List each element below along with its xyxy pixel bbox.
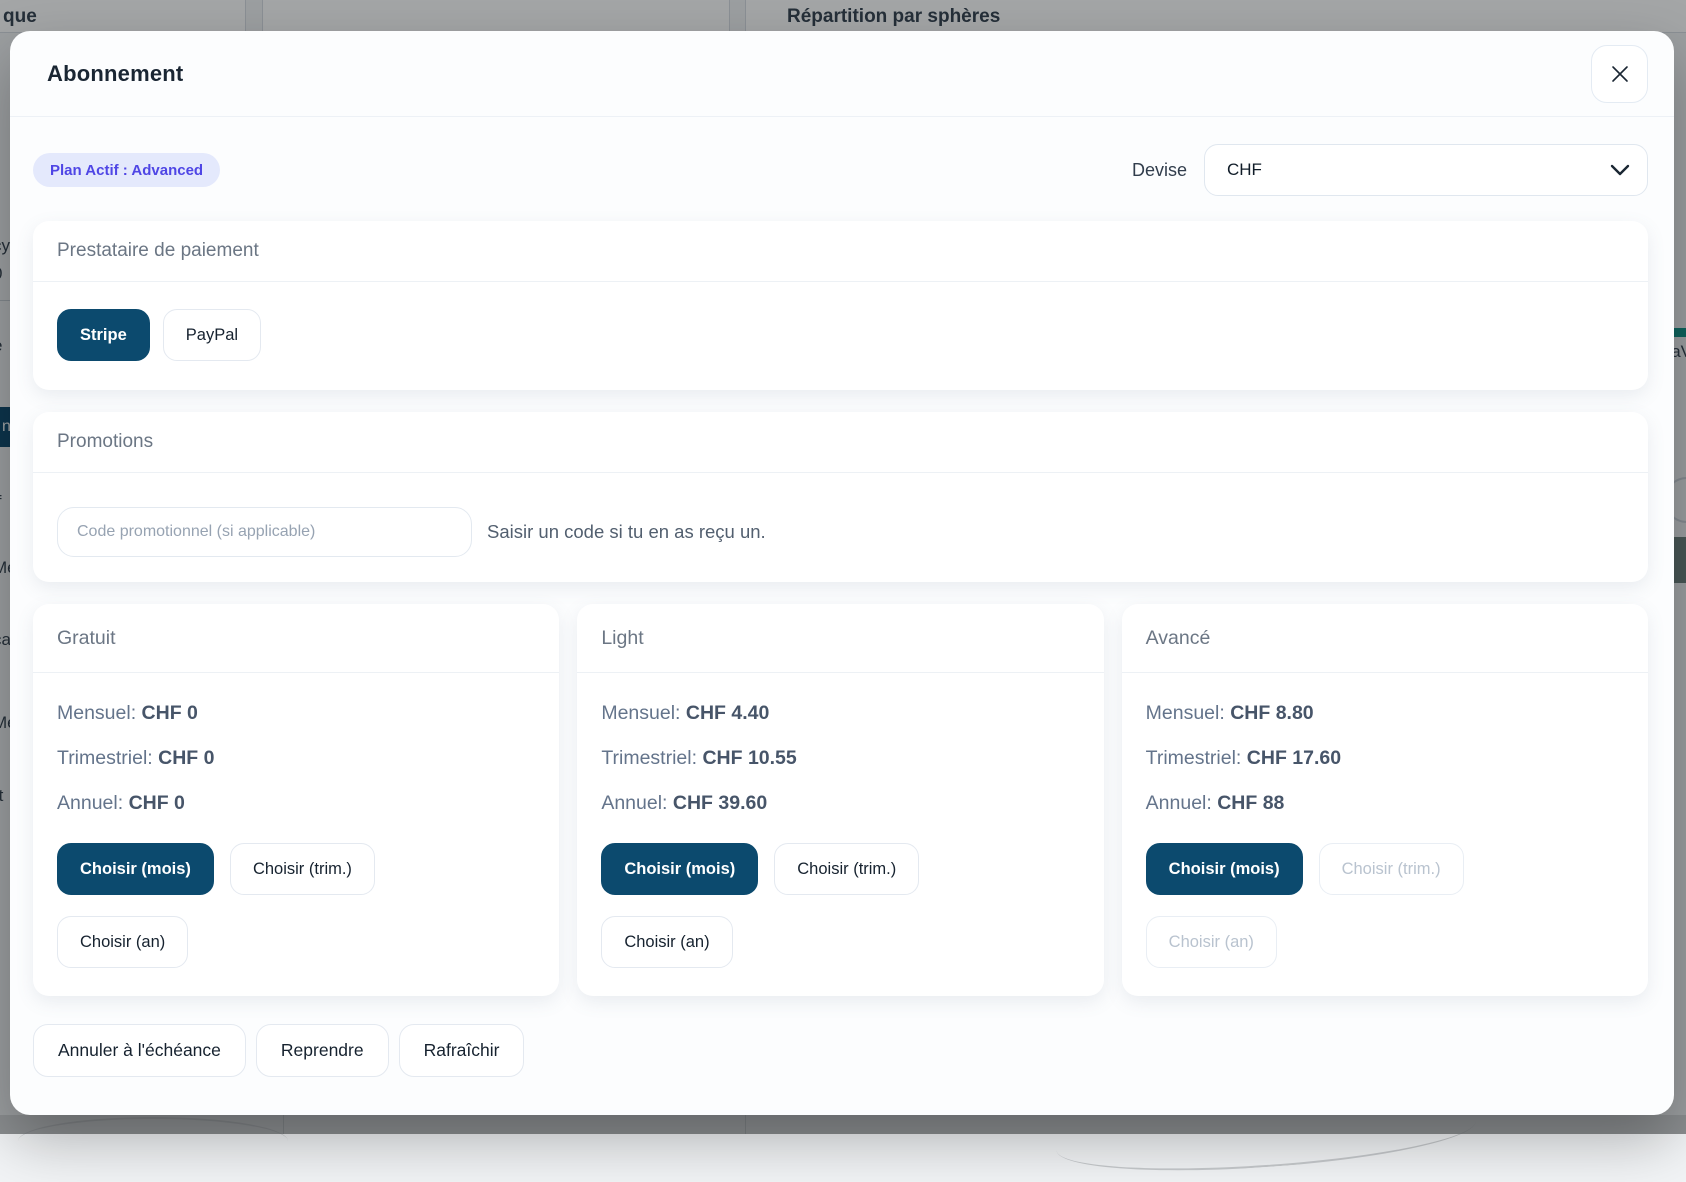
price-label: Mensuel: — [601, 702, 681, 724]
choose-month-button[interactable]: Choisir (mois) — [601, 843, 759, 895]
price-value: CHF 10.55 — [702, 747, 797, 769]
background-text-fragment: if — [0, 492, 2, 512]
background-divider — [0, 300, 14, 301]
background-curve-fragment — [18, 1117, 288, 1165]
close-button[interactable] — [1591, 44, 1648, 103]
close-icon — [1611, 65, 1628, 82]
payment-provider-options: Stripe PayPal — [33, 282, 1648, 390]
price-value: CHF 0 — [141, 702, 198, 724]
plan-card-avance: Avancé Mensuel: CHF 8.80 Trimestriel: CH… — [1121, 604, 1648, 996]
plan-card-light: Light Mensuel: CHF 4.40 Trimestriel: CHF… — [577, 604, 1104, 996]
price-value: CHF 39.60 — [672, 792, 768, 814]
promotions-body: Saisir un code si tu en as reçu un. — [33, 473, 1648, 582]
choose-quarter-button: Choisir (trim.) — [1318, 843, 1464, 895]
background-text-fragment: e — [0, 336, 2, 356]
choose-month-button[interactable]: Choisir (mois) — [1145, 843, 1303, 895]
promotions-card: Promotions Saisir un code si tu en as re… — [33, 412, 1648, 582]
background-text-fragment: cy — [0, 236, 10, 255]
price-row-quarterly: Trimestriel: CHF 10.55 — [601, 746, 1079, 771]
modal-footer-actions: Annuler à l'échéance Reprendre Rafraîchi… — [33, 1024, 1648, 1077]
price-label: Trimestriel: — [601, 747, 698, 769]
currency-selected-value: CHF — [1227, 160, 1262, 179]
payment-provider-title: Prestataire de paiement — [33, 221, 1648, 282]
background-text-fragment: 0 — [0, 264, 2, 284]
price-value: CHF 4.40 — [685, 702, 770, 724]
background-bottom-strip — [0, 1090, 1686, 1182]
price-label: Trimestriel: — [1145, 747, 1242, 769]
choose-year-button[interactable]: Choisir (an) — [601, 916, 733, 968]
price-row-yearly: Annuel: CHF 39.60 — [601, 791, 1079, 816]
promo-helper-text: Saisir un code si tu en as reçu un. — [487, 521, 766, 542]
subscription-modal: Abonnement Plan Actif : Advanced Devise … — [10, 31, 1674, 1115]
background-text-fragment: rt — [0, 786, 4, 805]
refresh-button[interactable]: Rafraîchir — [398, 1024, 525, 1077]
background-right-edge: aV — [1664, 0, 1686, 1115]
promotions-title: Promotions — [33, 412, 1648, 473]
plan-cards-row: Gratuit Mensuel: CHF 0 Trimestriel: CHF … — [33, 604, 1648, 996]
background-text-fragment: aV — [1671, 342, 1686, 361]
price-label: Annuel: — [1145, 792, 1212, 814]
active-plan-badge: Plan Actif : Advanced — [33, 153, 221, 187]
cancel-at-term-button[interactable]: Annuler à l'échéance — [33, 1024, 246, 1077]
price-row-quarterly: Trimestriel: CHF 0 — [57, 746, 535, 771]
background-text-fragment: ca — [0, 630, 11, 649]
plan-name: Gratuit — [33, 604, 560, 673]
modal-header: Abonnement — [10, 31, 1674, 117]
background-green-bar — [1673, 328, 1686, 337]
price-row-yearly: Annuel: CHF 0 — [57, 791, 535, 816]
choose-year-button[interactable]: Choisir (an) — [57, 916, 189, 968]
price-value: CHF 88 — [1217, 792, 1285, 814]
price-row-quarterly: Trimestriel: CHF 17.60 — [1146, 746, 1624, 771]
choose-quarter-button[interactable]: Choisir (trim.) — [774, 843, 920, 895]
provider-paypal-button[interactable]: PayPal — [162, 309, 262, 361]
currency-label: Devise — [1131, 159, 1187, 180]
price-row-monthly: Mensuel: CHF 8.80 — [1146, 701, 1624, 726]
price-value: CHF 0 — [128, 792, 185, 814]
price-label: Mensuel: — [1145, 702, 1225, 724]
promo-code-input[interactable] — [57, 507, 472, 557]
price-row-monthly: Mensuel: CHF 4.40 — [601, 701, 1079, 726]
price-value: CHF 8.80 — [1230, 702, 1314, 724]
price-label: Mensuel: — [57, 702, 137, 724]
background-card-title-fragment: que — [3, 6, 37, 27]
price-row-monthly: Mensuel: CHF 0 — [57, 701, 535, 726]
price-label: Annuel: — [57, 792, 124, 814]
price-row-yearly: Annuel: CHF 88 — [1146, 791, 1624, 816]
background-block-fragment — [1673, 537, 1686, 583]
currency-select[interactable]: CHF — [1204, 144, 1648, 196]
choose-year-button: Choisir (an) — [1145, 916, 1277, 968]
price-label: Trimestriel: — [57, 747, 153, 769]
modal-title: Abonnement — [47, 60, 184, 86]
resume-button[interactable]: Reprendre — [255, 1024, 389, 1077]
plan-card-gratuit: Gratuit Mensuel: CHF 0 Trimestriel: CHF … — [33, 604, 560, 996]
payment-provider-card: Prestataire de paiement Stripe PayPal — [33, 221, 1648, 390]
price-value: CHF 17.60 — [1246, 747, 1342, 769]
provider-stripe-button[interactable]: Stripe — [57, 309, 150, 361]
background-card-title-fragment: Répartition par sphères — [787, 6, 1001, 27]
plan-currency-row: Plan Actif : Advanced Devise CHF — [33, 144, 1648, 196]
background-card: que — [0, 0, 246, 33]
plan-name: Light — [577, 604, 1104, 673]
choose-quarter-button[interactable]: Choisir (trim.) — [229, 843, 375, 895]
choose-month-button[interactable]: Choisir (mois) — [57, 843, 214, 895]
chevron-down-icon — [1610, 164, 1630, 176]
price-value: CHF 0 — [158, 747, 215, 769]
price-label: Annuel: — [601, 792, 668, 814]
plan-name: Avancé — [1121, 604, 1648, 673]
